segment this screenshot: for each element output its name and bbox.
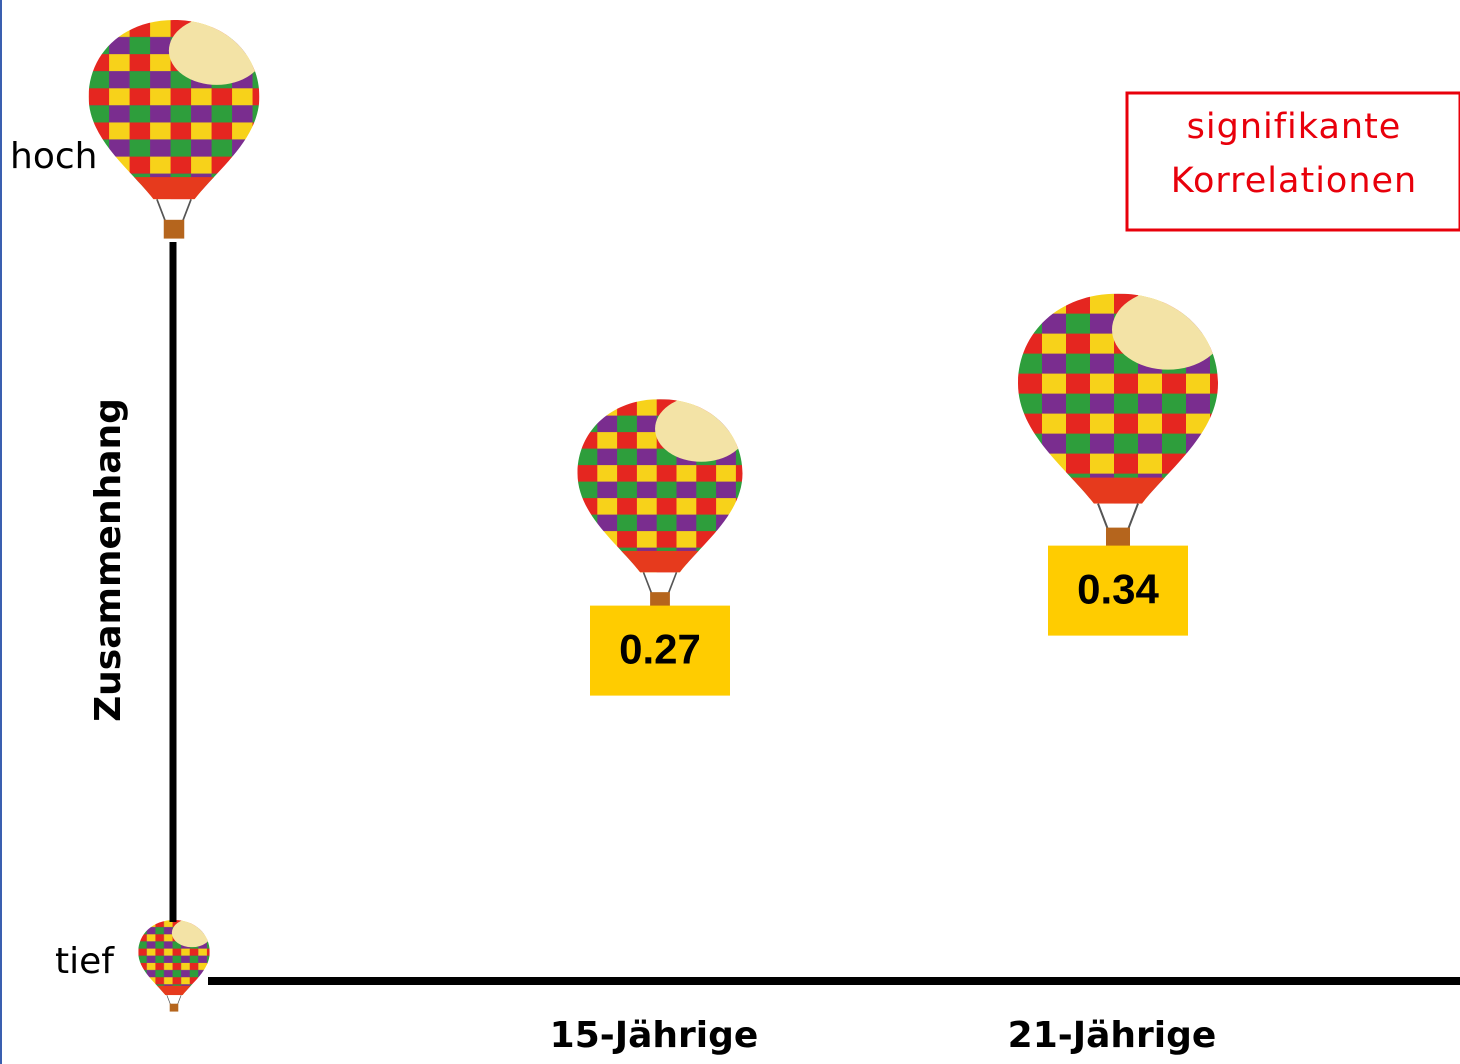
annotation: signifikante Korrelationen [1170,107,1418,201]
value-box [1048,545,1188,636]
slide-edge [0,0,2,1064]
balloon-mark [1018,290,1224,636]
value-box [590,605,730,696]
high-balloon-icon [89,17,265,239]
x-tick-label: 15-Jährige [550,1015,759,1056]
x-tick-label: 21-Jährige [1008,1015,1217,1056]
balloon [1018,290,1224,550]
y-low-label: tief [55,941,115,982]
balloon-mark [578,396,748,696]
value-label: 0.34 [1077,566,1159,613]
annotation-wrap: signifikante Korrelationen [1170,107,1418,201]
y-high-label: hoch [10,136,97,177]
balloon [578,396,748,611]
annotation-box [1125,91,1460,232]
low-balloon-icon [138,919,212,1012]
value-label: 0.27 [619,626,701,673]
y-axis-label: Zusammenhang [88,398,129,722]
